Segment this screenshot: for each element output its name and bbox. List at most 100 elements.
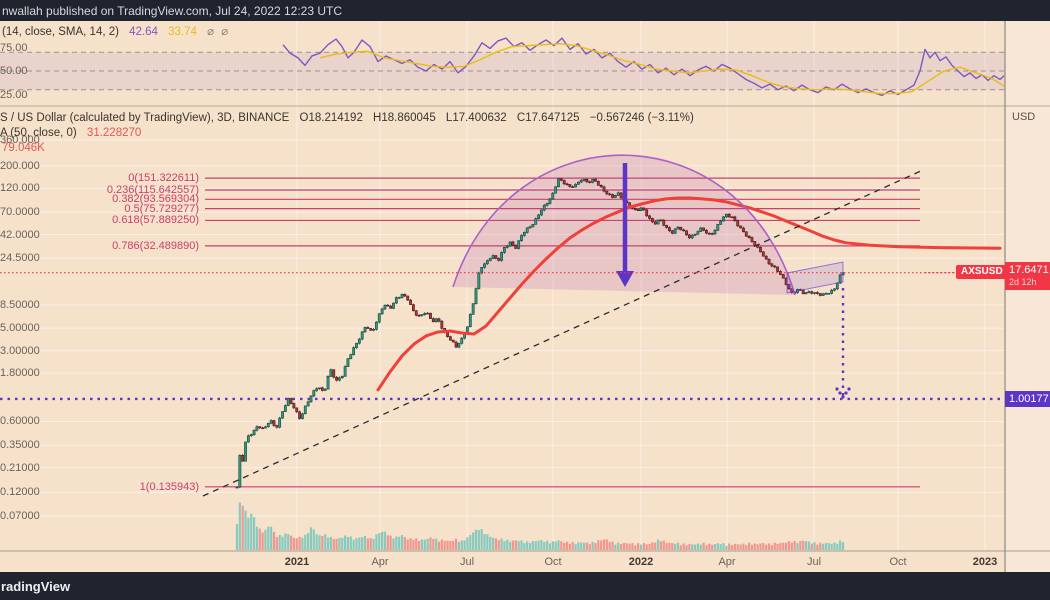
volume-bar [318, 535, 321, 550]
candle-body [835, 282, 839, 290]
candle-body [380, 308, 384, 315]
candle-body [497, 258, 501, 261]
volume-bar [625, 543, 628, 550]
time-axis-tick[interactable]: Apr [718, 556, 736, 568]
volume-bar [819, 542, 822, 550]
candle-body [767, 258, 771, 265]
rsi-axis-tick[interactable]: 75.00 [0, 41, 28, 54]
price-axis-tick[interactable]: 24.5000 [0, 252, 40, 265]
time-axis-tick[interactable]: Oct [889, 556, 907, 568]
volume-bar [506, 539, 509, 550]
price-channel [786, 261, 844, 294]
price-axis-tick[interactable]: 3.00000 [0, 344, 40, 357]
candle-body [594, 178, 597, 182]
volume-bar [420, 539, 424, 550]
price-axis-tick[interactable]: 0.60000 [0, 415, 40, 428]
volume-bar [241, 505, 244, 550]
candle-body [474, 288, 478, 305]
volume-bar [551, 541, 554, 550]
candle-body [591, 178, 595, 183]
volume-bar [807, 541, 810, 550]
price-axis-tick[interactable]: 5.00000 [0, 322, 40, 335]
candle-body [733, 216, 737, 222]
volume-bar [642, 543, 645, 550]
candle-body [759, 246, 762, 253]
volume-bar [782, 542, 785, 550]
candle-body [238, 455, 242, 488]
time-axis-tick[interactable]: Oct [544, 556, 562, 568]
volume-bar [617, 542, 620, 550]
candle-body [824, 293, 828, 295]
candle-body [636, 209, 640, 212]
volume-bar [753, 543, 756, 550]
candle-body [272, 420, 276, 426]
symbol-price-tag[interactable]: AXSUSD [956, 265, 1008, 279]
volume-bar [324, 534, 327, 550]
rsi-axis-tick[interactable]: 50.00 [0, 65, 28, 77]
time-axis-tick[interactable]: 2021 [284, 556, 310, 568]
candle-body [818, 293, 822, 296]
price-axis-tick[interactable]: 8.50000 [0, 298, 40, 311]
volume-bar [543, 541, 546, 550]
volume-bar [748, 542, 751, 550]
time-axis-tick[interactable]: 2023 [972, 556, 998, 568]
candle-body [730, 216, 734, 219]
price-axis-tick[interactable]: 0.12000 [0, 486, 40, 499]
candle-body [750, 237, 754, 242]
time-axis-tick[interactable]: 2022 [628, 556, 654, 568]
fib-label: 0.5(75.729277) [124, 202, 199, 215]
volume-bar [679, 545, 682, 550]
projected-level-label[interactable]: 1.00177 [1005, 391, 1050, 407]
candle-body [477, 272, 481, 289]
volume-bar [366, 538, 369, 550]
price-axis[interactable] [1005, 21, 1050, 572]
candle-body [727, 213, 731, 218]
volume-bar [563, 542, 566, 550]
volume-bar [836, 543, 839, 550]
candle-body [540, 209, 543, 216]
volume-legend: 79.046K [2, 142, 45, 154]
tradingview-logo[interactable]: radingView [1, 578, 71, 594]
candle-body [261, 427, 265, 430]
price-axis-tick[interactable]: 42.0000 [0, 228, 40, 241]
rsi-axis-tick[interactable]: 25.00 [0, 88, 28, 101]
volume-bar [645, 544, 648, 550]
candle-body [557, 178, 560, 187]
time-axis-tick[interactable]: Jul [459, 556, 475, 568]
candle-body [258, 426, 262, 429]
time-axis-tick[interactable]: Apr [371, 556, 389, 568]
price-axis-tick[interactable]: 70.0000 [0, 206, 40, 219]
price-axis-tick[interactable]: 1.80000 [0, 367, 40, 380]
volume-bar [728, 543, 731, 550]
volume-bar [773, 542, 776, 550]
candle-body [332, 369, 336, 378]
volume-bar [278, 534, 281, 550]
price-axis-tick[interactable]: 0.07000 [0, 510, 40, 522]
price-axis-tick[interactable]: 120.000 [0, 182, 40, 195]
candle-body [389, 305, 393, 309]
volume-bar [409, 538, 412, 550]
candle-body [315, 388, 319, 391]
candle-body [406, 295, 410, 301]
volume-bar [839, 540, 842, 550]
candle-body [753, 241, 757, 246]
volume-bar [509, 541, 512, 550]
candle-body [480, 267, 484, 274]
candle-body [520, 235, 523, 241]
volume-bar [406, 539, 409, 550]
volume-bar [611, 541, 614, 550]
price-axis-tick[interactable]: 0.35000 [0, 439, 40, 452]
volume-bar [389, 535, 392, 550]
volume-bar [304, 534, 307, 550]
time-axis-tick[interactable]: Jul [806, 556, 822, 568]
volume-bar [307, 533, 310, 550]
candle-body [349, 354, 353, 360]
volume-bar [779, 542, 782, 550]
price-axis-tick[interactable]: 200.000 [0, 159, 40, 172]
candle-body [838, 274, 842, 284]
price-axis-tick[interactable]: 360.000 [0, 134, 40, 146]
current-price-label[interactable]: 17.6471 2d 12h [1005, 262, 1050, 290]
price-axis-tick[interactable]: 0.21000 [0, 461, 40, 474]
volume-bar [400, 535, 404, 550]
